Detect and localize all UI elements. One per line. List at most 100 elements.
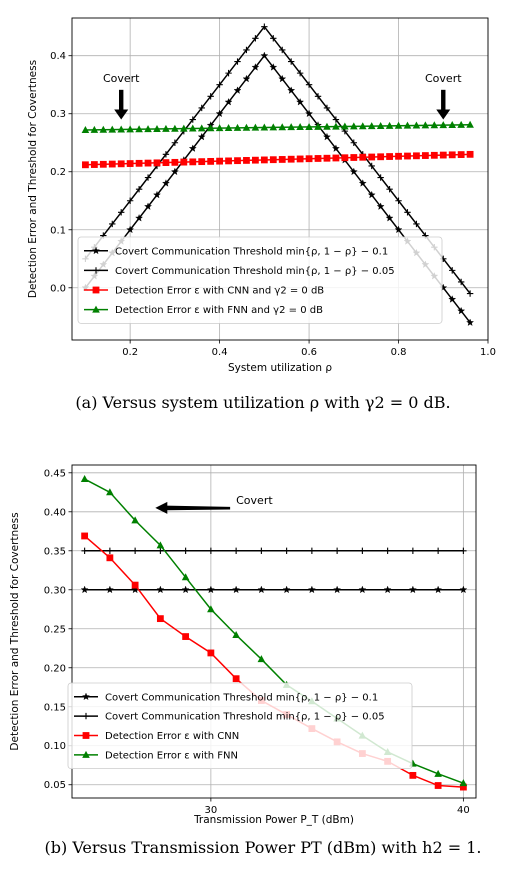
marker-plus [189, 116, 196, 123]
y-tick-label: 0.20 [44, 663, 66, 674]
marker-square [305, 155, 313, 163]
marker-plus [157, 547, 164, 554]
legend-label: Covert Communication Threshold min{ρ, 1 … [115, 246, 388, 257]
marker-square [153, 159, 161, 167]
series-line [85, 124, 471, 131]
legend-0: Covert Communication Threshold min{ρ, 1 … [77, 236, 443, 324]
y-axis-label: Detection Error and Threshold for Covert… [27, 60, 39, 298]
marker-triangle [358, 122, 367, 130]
marker-square [377, 153, 385, 161]
marker-plus [232, 547, 240, 554]
series-0 [80, 585, 468, 594]
marker-star [80, 585, 89, 594]
marker-star [331, 144, 340, 152]
marker-plus [207, 547, 215, 554]
caption-a: (a) Versus system utilization ρ with γ2 … [75, 393, 451, 412]
legend-box [67, 682, 413, 769]
x-tick-label: 0.4 [212, 347, 228, 358]
marker-square [156, 615, 164, 623]
marker-plus [305, 81, 313, 88]
marker-plus [234, 58, 241, 65]
marker-triangle [403, 121, 412, 129]
y-tick-label: 0.05 [44, 780, 66, 791]
marker-plus [182, 547, 189, 554]
marker-star [448, 295, 457, 303]
marker-square [434, 782, 442, 789]
marker-star [376, 202, 385, 210]
x-tick-label: 40 [457, 805, 470, 816]
marker-star [215, 109, 224, 118]
legend-entry-0: Covert Communication Threshold min{ρ, 1 … [74, 692, 378, 703]
marker-star [307, 585, 316, 594]
marker-triangle [323, 122, 331, 130]
marker-star [349, 167, 358, 176]
arrow-head [114, 109, 129, 120]
arrow-shaft [119, 89, 124, 111]
marker-square [234, 157, 241, 165]
marker-square [232, 675, 240, 683]
marker-square [82, 732, 90, 739]
marker-plus [92, 267, 100, 274]
marker-triangle [126, 125, 134, 133]
covert-annotation-0: Covert [103, 72, 140, 120]
marker-star [251, 63, 260, 71]
marker-star [144, 202, 153, 210]
marker-square [404, 152, 411, 160]
marker-star [232, 585, 241, 594]
marker-star [385, 213, 394, 222]
marker-triangle [459, 779, 468, 787]
marker-triangle [232, 631, 240, 639]
marker-star [322, 132, 331, 141]
marker-star [333, 585, 342, 594]
marker-plus [283, 547, 290, 554]
marker-star [188, 144, 197, 152]
marker-star [92, 246, 100, 255]
marker-triangle [181, 573, 190, 581]
marker-triangle [448, 120, 457, 128]
marker-star [383, 585, 392, 594]
marker-plus [118, 209, 125, 216]
marker-square [90, 161, 98, 168]
y-tick-label: 0.1 [50, 225, 66, 236]
marker-plus [314, 93, 322, 100]
y-tick-label: 0.35 [44, 546, 66, 557]
marker-triangle [92, 305, 100, 313]
marker-star [161, 179, 170, 187]
marker-star [394, 225, 403, 234]
marker-triangle [394, 121, 403, 129]
legend-1: Covert Communication Threshold min{ρ, 1 … [67, 682, 413, 769]
marker-plus [323, 104, 331, 112]
marker-square [144, 159, 152, 167]
marker-star [278, 74, 287, 83]
marker-plus [413, 220, 420, 228]
marker-triangle [135, 125, 143, 133]
marker-plus [207, 93, 214, 100]
marker-square [368, 153, 376, 161]
marker-square [466, 150, 474, 158]
y-tick-label: 0.10 [44, 741, 66, 752]
marker-square [296, 155, 304, 163]
marker-plus [368, 162, 375, 170]
marker-square [182, 633, 190, 640]
marker-square [260, 156, 268, 164]
marker-plus [404, 209, 411, 216]
arrow-head [155, 501, 168, 514]
marker-square [106, 554, 114, 562]
marker-square [332, 154, 340, 162]
series-3 [81, 120, 474, 133]
legend-label: Detection Error ε with FNN and γ2 = 0 dB [115, 305, 323, 316]
marker-plus [106, 547, 114, 554]
marker-triangle [206, 124, 215, 132]
marker-triangle [251, 123, 260, 131]
marker-plus [258, 547, 265, 554]
marker-triangle [296, 123, 304, 131]
y-axis-label: Detection Error and Threshold for Covert… [9, 512, 21, 750]
y-tick-label: 0.40 [44, 507, 66, 518]
marker-star [282, 585, 291, 594]
marker-triangle [376, 121, 385, 129]
series-2 [82, 150, 474, 169]
marker-triangle [82, 750, 90, 758]
marker-star [82, 692, 90, 701]
x-tick-label: 0.8 [391, 347, 407, 358]
